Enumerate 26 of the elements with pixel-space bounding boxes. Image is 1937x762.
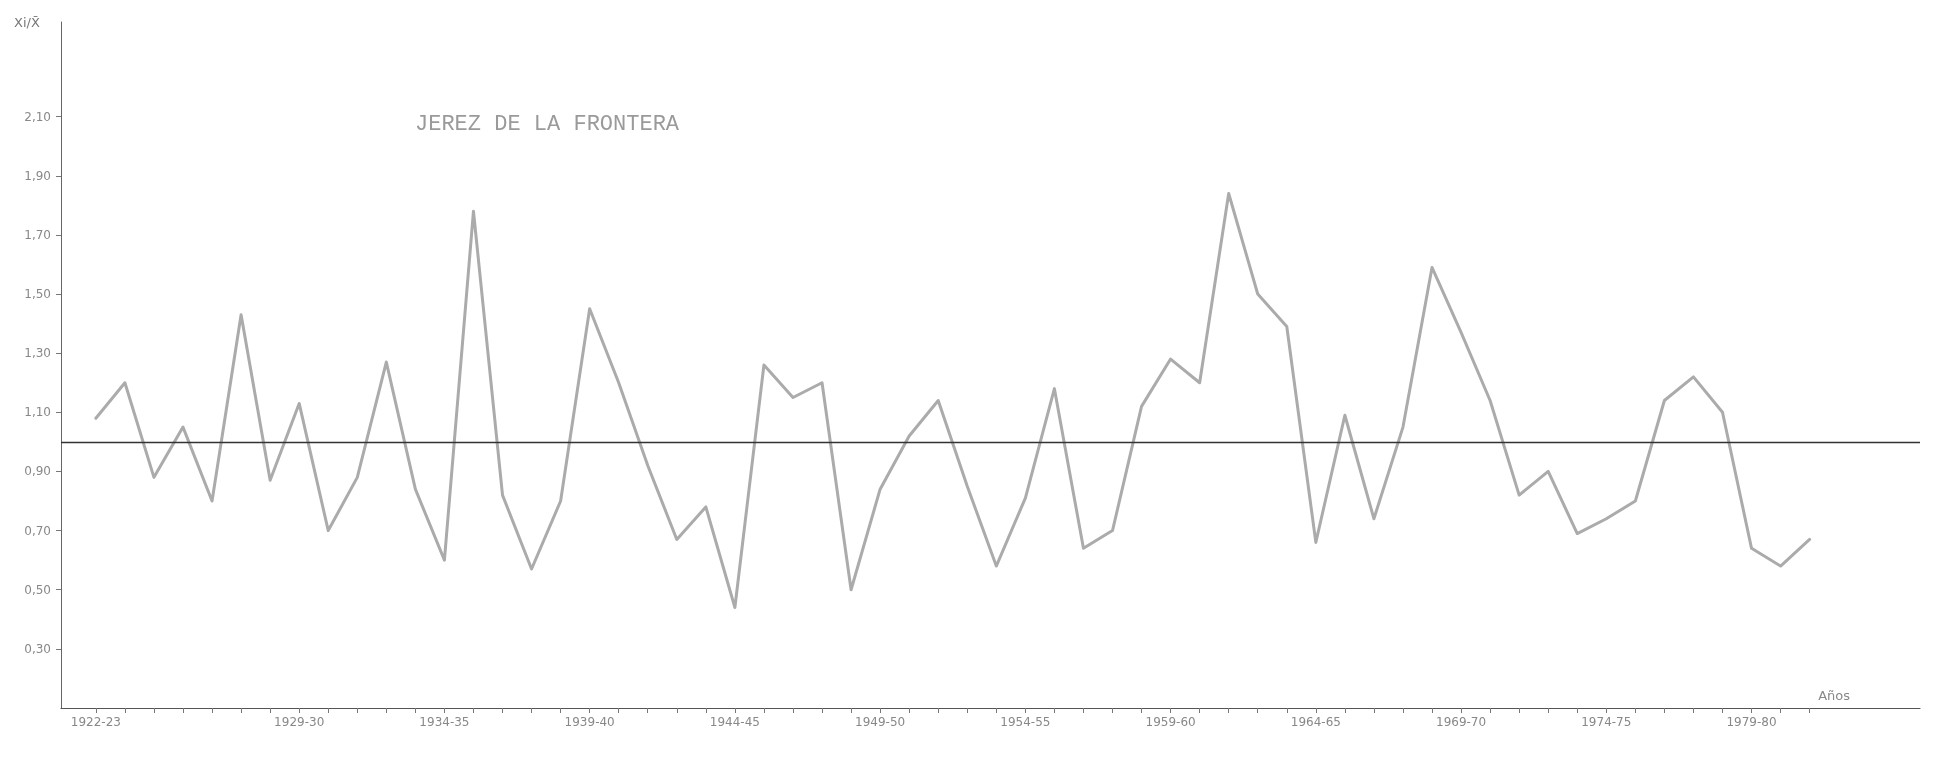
x-tick-label: 1959-60 [1145,715,1196,729]
x-tick-label: 1922-23 [70,715,121,729]
text: JEREZ DE LA FRONTERA [415,111,680,137]
y-tick-label: 0,90 [24,464,51,479]
y-tick-label: 0,50 [24,582,51,597]
y-tick-label: 1,90 [24,168,51,183]
x-tick-label: 1969-70 [1435,715,1487,729]
x-tick-label: 1964-65 [1290,715,1341,729]
x-tick-label: 1929-30 [274,715,325,729]
x-tick-label: 1939-40 [564,715,615,729]
y-axis-title: Xi/X̄ [14,15,40,30]
y-tick-label: 0,30 [24,641,51,656]
x-tick-label: 1974-75 [1581,715,1632,729]
x-tick-label: 1979-80 [1726,715,1777,729]
y-tick-label: 0,70 [24,523,51,538]
y-tick-label: 1,50 [24,287,51,302]
x-tick-label: 1949-50 [855,715,906,729]
x-tick-label: 1944-45 [709,715,760,729]
y-tick-label: 1,10 [24,405,51,420]
x-tick-label: 1934-35 [419,715,470,729]
y-tick-label: 1,30 [24,346,51,361]
x-tick-label: 1954-55 [1000,715,1051,729]
y-tick-label: 2,10 [24,109,51,124]
y-tick-label: 1,70 [24,227,51,242]
x-axis-title: Años [1818,688,1851,703]
line-series [94,192,1812,609]
